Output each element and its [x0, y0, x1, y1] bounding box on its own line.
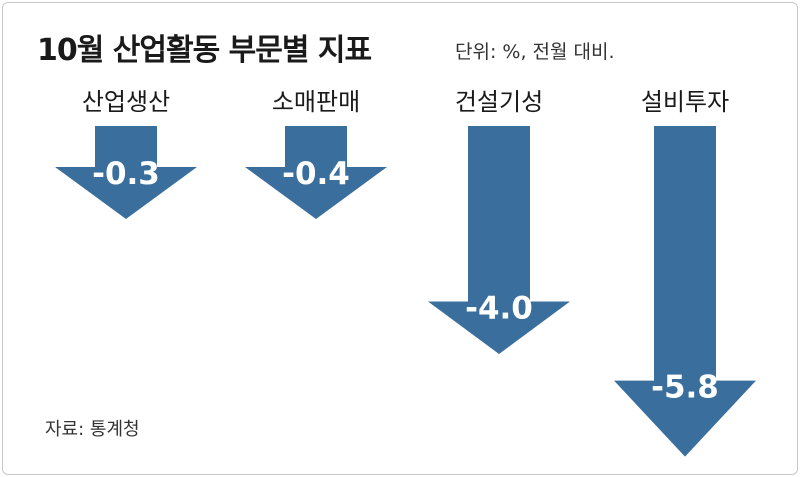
category-label: 산업생산 [82, 88, 170, 116]
value-label: -0.4 [282, 156, 350, 192]
value-label: -0.3 [92, 156, 160, 192]
down-arrow-bar [614, 126, 756, 457]
arrow-4: 설비투자 -5.8 [614, 88, 756, 457]
down-arrow-bar [245, 126, 387, 219]
arrow-1: 산업생산 -0.3 [55, 88, 197, 219]
down-arrow-bar [55, 126, 197, 219]
source-note: 자료: 통계청 [45, 419, 140, 440]
arrow-2: 소매판매 -0.4 [245, 88, 387, 219]
value-label: -4.0 [465, 291, 533, 327]
category-label: 건설기성 [455, 88, 543, 116]
chart-title: 10월 산업활동 부문별 지표 [37, 33, 372, 68]
arrow-3: 건설기성 -4.0 [428, 88, 570, 354]
category-label: 소매판매 [272, 88, 360, 116]
down-arrow-bar [428, 126, 570, 354]
unit-note: 단위: %, 전월 대비. [455, 41, 615, 63]
category-label: 설비투자 [641, 88, 729, 116]
value-label: -5.8 [651, 370, 719, 406]
